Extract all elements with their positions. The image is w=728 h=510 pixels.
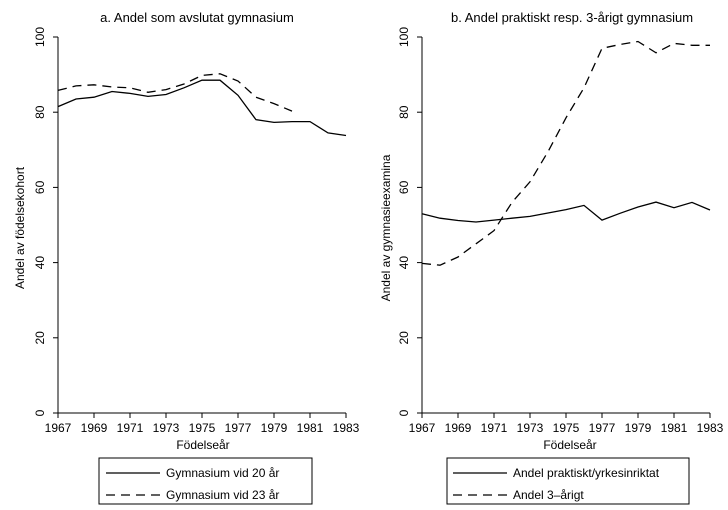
panel-a-legend-label-2: Gymnasium vid 23 år <box>166 488 279 502</box>
panel-b-legend-label-2: Andel 3–årigt <box>513 488 584 502</box>
panel-b-x-axis-label: Födelseår <box>543 438 596 452</box>
panel-a-x-tick-label: 1983 <box>333 421 360 435</box>
panel-a-axes: 0 20 40 60 80 100 1967 1969 1971 1973 1975 1977 1979… <box>33 27 360 435</box>
panel-a-x-tick-label: 1979 <box>261 421 288 435</box>
panel-b-legend-label-1: Andel praktiskt/yrkesinriktat <box>513 466 660 480</box>
panel-a-x-axis-label: Födelseår <box>176 438 229 452</box>
panel-a-legend-box <box>98 457 313 505</box>
panel-a-series-1-line <box>57 79 347 137</box>
panel-b-legend-box <box>446 457 690 505</box>
panel-b-y-tick-label: 100 <box>397 27 411 47</box>
panel-b-y-tick-label: 20 <box>397 331 411 345</box>
panel-a-series <box>57 73 347 137</box>
panel-b-title: b. Andel praktiskt resp. 3-årigt gymnasi… <box>451 10 693 25</box>
panel-a-y-tick-label: 0 <box>33 409 47 416</box>
panel-a-y-axis-label: Andel av födelsekohort <box>13 166 27 289</box>
panel-b-y-tick-label: 0 <box>397 409 411 416</box>
panel-b-x-tick-label: 1981 <box>661 421 688 435</box>
panel-b-x-tick-label: 1979 <box>625 421 652 435</box>
panel-a-y-tick-label: 80 <box>33 105 47 119</box>
panel-a-y-tick-label: 40 <box>33 256 47 270</box>
panel-b-y-tick-label: 40 <box>397 256 411 270</box>
panel-b-y-tick-label: 80 <box>397 105 411 119</box>
panel-b-series-2-line <box>421 40 710 266</box>
panel-b-legend: Andel praktiskt/yrkesinriktat Andel 3–år… <box>446 457 690 505</box>
panel-a-y-tick-label: 20 <box>33 331 47 345</box>
panel-a-title: a. Andel som avslutat gymnasium <box>100 10 294 25</box>
panel-a-x-tick-label: 1969 <box>81 421 108 435</box>
panel-a-x-tick-label: 1975 <box>189 421 216 435</box>
panel-a-series-2-line <box>57 73 293 112</box>
panel-a-chart: a. Andel som avslutat gymnasium Andel av… <box>13 10 360 505</box>
panel-b-y-tick-label: 60 <box>397 180 411 194</box>
panel-a-x-tick-label: 1973 <box>153 421 180 435</box>
panel-a-legend-label-1: Gymnasium vid 20 år <box>166 466 279 480</box>
panel-a-x-tick-label: 1971 <box>117 421 144 435</box>
panel-b-series-1-line <box>421 201 711 223</box>
panel-a-legend: Gymnasium vid 20 år Gymnasium vid 23 år <box>98 457 313 505</box>
panel-a-y-tick-label: 60 <box>33 180 47 194</box>
panel-b-series <box>421 40 711 266</box>
panel-b-x-tick-label: 1977 <box>589 421 616 435</box>
panel-b-x-tick-label: 1973 <box>517 421 544 435</box>
panel-b-x-tick-label: 1967 <box>409 421 436 435</box>
panel-b-x-tick-label: 1969 <box>445 421 472 435</box>
panel-b-y-axis-label: Andel av gymnasieexamina <box>379 154 393 301</box>
panel-a-y-tick-label: 100 <box>33 27 47 47</box>
panel-a-x-tick-label: 1967 <box>45 421 72 435</box>
panel-b-x-tick-label: 1983 <box>697 421 724 435</box>
panel-b-axes: 0 20 40 60 80 100 1967 1969 1971 1973 1975 1977 1979… <box>397 27 724 435</box>
panel-b-chart: b. Andel praktiskt resp. 3-årigt gymnasi… <box>379 10 724 505</box>
panel-a-x-tick-label: 1977 <box>225 421 252 435</box>
panel-b-x-tick-label: 1975 <box>553 421 580 435</box>
panel-a-x-tick-label: 1981 <box>297 421 324 435</box>
panel-b-x-tick-label: 1971 <box>481 421 508 435</box>
